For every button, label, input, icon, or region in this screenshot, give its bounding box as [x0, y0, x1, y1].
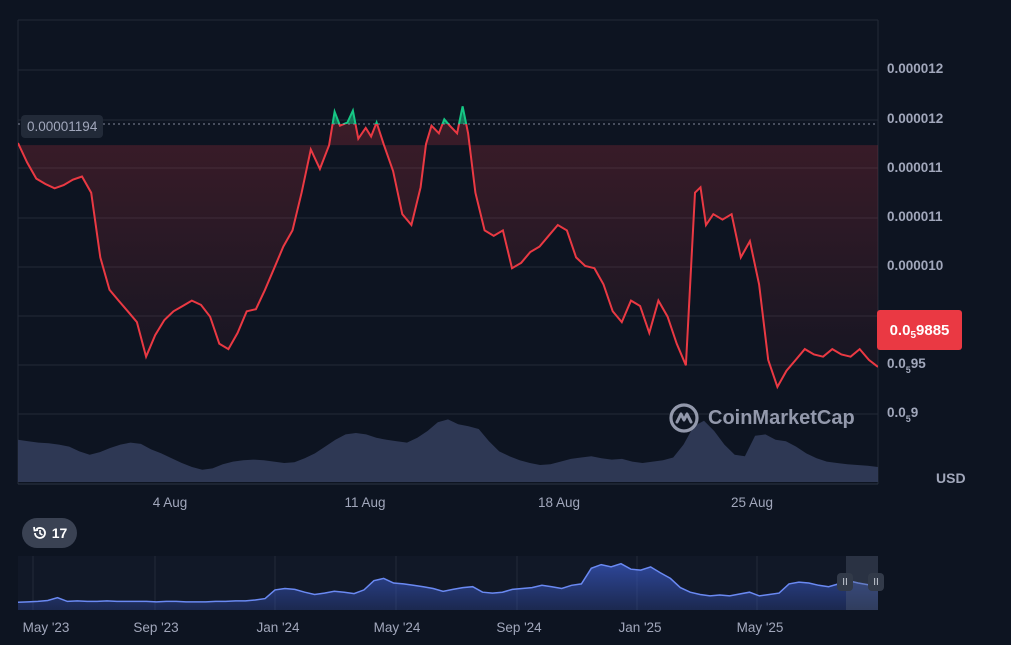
navigator-tick-label: Jan '24	[256, 620, 300, 635]
y-tick-label: 0.0595	[887, 356, 926, 375]
volume-area	[18, 419, 878, 482]
current-price-digits: 9885	[916, 321, 950, 339]
navigator-right-handle[interactable]: II	[868, 573, 884, 591]
current-price-badge: 0.0 5 9885	[877, 310, 962, 350]
navigator-chart[interactable]	[17, 556, 879, 610]
watermark-text: CoinMarketCap	[708, 406, 855, 429]
navigator-tick-label: Sep '24	[496, 620, 542, 635]
coinmarketcap-watermark: CoinMarketCap	[668, 402, 855, 434]
x-tick-label: 4 Aug	[152, 495, 188, 510]
y-tick-label: 0.000012	[887, 111, 944, 126]
x-tick-label: 25 Aug	[730, 495, 774, 510]
y-tick-label: 0.000011	[887, 209, 943, 224]
y-tick-label: 0.000011	[887, 160, 943, 175]
price-area	[18, 106, 878, 390]
navigator-tick-label: May '24	[373, 620, 421, 635]
navigator-tick-label: May '23	[22, 620, 70, 635]
reference-price-label: 0.00001194	[21, 115, 104, 138]
navigator-left-handle[interactable]: II	[837, 573, 853, 591]
navigator-tick-label: May '25	[736, 620, 784, 635]
coinmarketcap-logo-icon	[669, 403, 699, 433]
current-price-zero-count: 5	[910, 329, 917, 341]
navigator-area	[18, 563, 878, 610]
current-price-prefix: 0.0	[889, 321, 911, 339]
navigator-tick-label: Jan '25	[618, 620, 662, 635]
price-area-below	[18, 124, 878, 387]
currency-label: USD	[936, 470, 966, 486]
volume-bars	[18, 419, 878, 482]
y-tick-label: 0.059	[887, 405, 919, 424]
history-icon	[32, 526, 46, 539]
history-count: 17	[51, 525, 68, 541]
price-line-below	[18, 124, 878, 390]
x-tick-label: 11 Aug	[344, 495, 386, 510]
history-button[interactable]: 17	[22, 518, 77, 548]
y-tick-label: 0.000010	[887, 258, 944, 273]
x-tick-label: 18 Aug	[537, 495, 581, 510]
navigator-line	[17, 562, 879, 604]
y-tick-label: 0.000012	[887, 61, 944, 76]
navigator-tick-label: Sep '23	[133, 620, 179, 635]
